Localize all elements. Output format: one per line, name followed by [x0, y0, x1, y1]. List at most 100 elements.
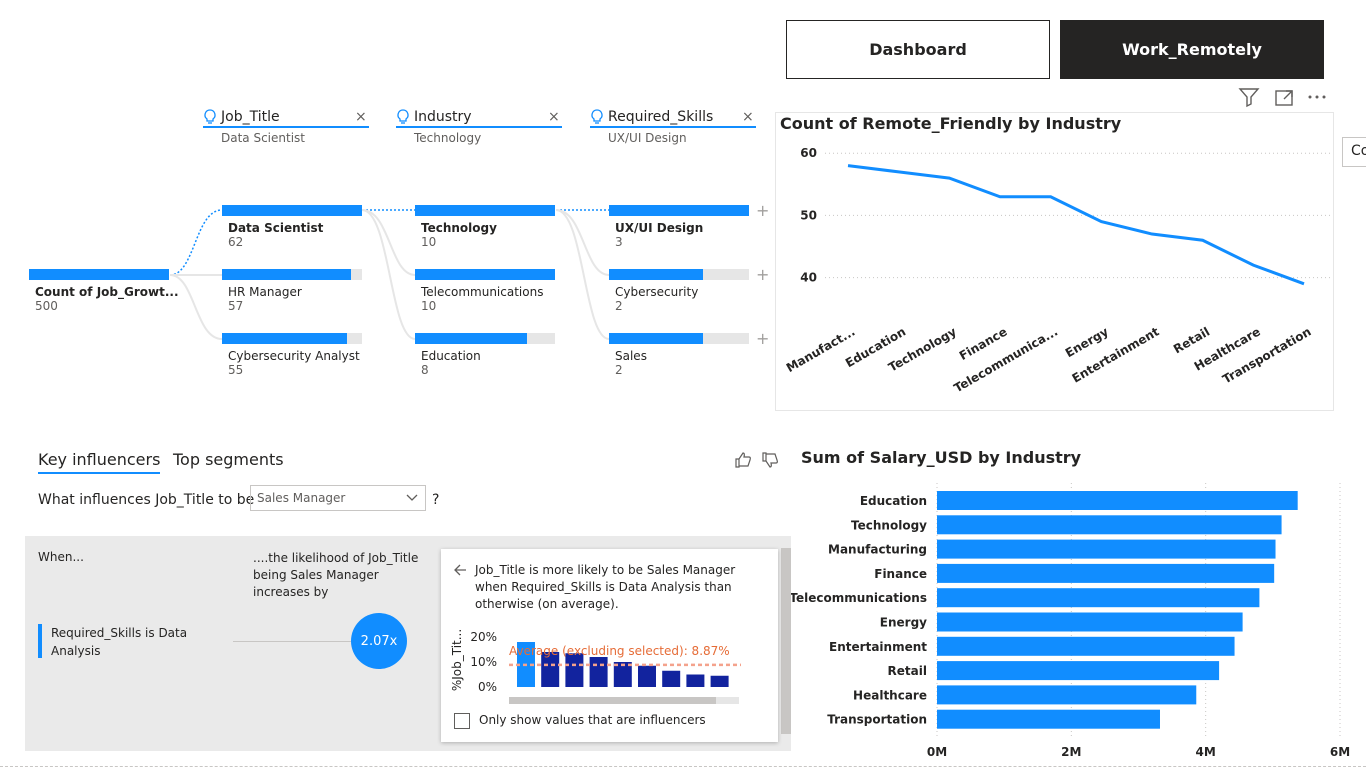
- mini-bar[interactable]: [710, 675, 729, 687]
- ki-detail-text: Job_Title is more likely to be Sales Man…: [475, 563, 736, 611]
- filter-icon[interactable]: [1238, 86, 1260, 108]
- ki-likelihood-label: ....the likelihood of Job_Title being Sa…: [253, 551, 419, 599]
- mini-bar[interactable]: [686, 674, 705, 688]
- bar[interactable]: [937, 612, 1243, 632]
- work-remotely-button[interactable]: Work_Remotely: [1060, 20, 1324, 79]
- x-tick-label: Retail: [1171, 324, 1212, 356]
- bar[interactable]: [937, 515, 1282, 535]
- expand-plus-icon[interactable]: +: [756, 201, 770, 220]
- y-tick-label: Healthcare: [853, 688, 927, 702]
- bar[interactable]: [937, 636, 1235, 656]
- thumbs-up-icon[interactable]: [733, 450, 753, 470]
- lightbulb-icon: [203, 108, 221, 126]
- bar[interactable]: [937, 539, 1276, 559]
- mini-bar[interactable]: [541, 652, 560, 687]
- dt-level-title: Required_Skills: [608, 109, 714, 125]
- dt-root-label: Count of Job_Growt...: [35, 285, 179, 299]
- close-icon[interactable]: ×: [742, 109, 754, 125]
- dt-node-label: Sales: [615, 349, 647, 363]
- bar[interactable]: [937, 709, 1160, 729]
- dashboard-button[interactable]: Dashboard: [786, 20, 1050, 79]
- ki-question-mark: ?: [432, 492, 440, 508]
- dt-node-bar: [415, 269, 555, 280]
- ki-target-dropdown[interactable]: Sales Manager: [250, 485, 426, 511]
- x-tick-label: 0M: [927, 745, 947, 759]
- y-tick-label: Entertainment: [829, 640, 927, 654]
- page-divider: [0, 766, 1366, 767]
- dt-node-skill[interactable]: UX/UI Design 3: [609, 205, 749, 249]
- dt-node-label: HR Manager: [228, 285, 302, 299]
- mini-bar[interactable]: [638, 665, 656, 687]
- bar[interactable]: [937, 563, 1275, 583]
- bar[interactable]: [937, 685, 1197, 705]
- dt-level-title: Job_Title: [221, 109, 280, 125]
- focus-mode-icon[interactable]: [1273, 86, 1295, 108]
- dt-node-label: UX/UI Design: [615, 221, 704, 235]
- dt-node-industry[interactable]: Technology 10: [415, 205, 555, 249]
- mini-bar[interactable]: [662, 670, 681, 687]
- dt-node-value: 10: [421, 299, 437, 313]
- ki-when-label: When...: [38, 550, 84, 564]
- bar-chart[interactable]: 0M 2M 4M 6M Education Technology Manufacturing…: [780, 478, 1366, 763]
- dt-node-bar: [609, 269, 703, 280]
- y-tick-label: Retail: [888, 664, 927, 678]
- y-tick-label: Energy: [880, 616, 927, 630]
- dt-node-bar: [222, 269, 351, 280]
- expand-plus-icon[interactable]: +: [756, 265, 770, 284]
- chevron-down-icon: [405, 490, 419, 507]
- expand-plus-icon[interactable]: +: [756, 329, 770, 348]
- tab-key-influencers[interactable]: Key influencers: [38, 450, 161, 474]
- dt-root-node[interactable]: Count of Job_Growt... 500: [29, 269, 179, 313]
- bar[interactable]: [937, 491, 1298, 510]
- ki-multiplier-bubble[interactable]: 2.07x: [351, 613, 407, 669]
- line-series[interactable]: [847, 164, 1305, 286]
- dt-node-skill[interactable]: Cybersecurity 2: [609, 269, 749, 313]
- ki-connector-line: [233, 641, 351, 642]
- ki-influencer-marker: [38, 624, 42, 658]
- dt-node-value: 8: [421, 363, 429, 377]
- lightbulb-icon: [396, 108, 414, 126]
- mini-bar[interactable]: [613, 662, 632, 687]
- tooltip-fragment: Co: [1342, 137, 1366, 167]
- y-tick-label: 60: [800, 146, 817, 160]
- y-tick-label: Finance: [874, 567, 927, 581]
- ki-influencer-label[interactable]: Required_Skills is Data Analysis: [51, 626, 188, 658]
- line-chart-title: Count of Remote_Friendly by Industry: [780, 114, 1122, 133]
- close-icon[interactable]: ×: [355, 109, 367, 125]
- tab-top-segments[interactable]: Top segments: [173, 450, 284, 469]
- bar-chart-title: Sum of Salary_USD by Industry: [801, 448, 1082, 467]
- mini-bar[interactable]: [589, 657, 608, 687]
- influencers-only-label: Only show values that are influencers: [479, 713, 706, 727]
- ki-scrollbar[interactable]: [781, 548, 791, 734]
- close-icon[interactable]: ×: [548, 109, 560, 125]
- mini-bar[interactable]: [565, 653, 584, 687]
- bar[interactable]: [937, 661, 1220, 681]
- mini-scrollbar-thumb[interactable]: [509, 697, 716, 704]
- x-tick-label: 2M: [1061, 745, 1081, 759]
- dt-node-skill[interactable]: Sales 2: [609, 333, 749, 377]
- y-tick-label: Manufacturing: [828, 543, 927, 557]
- dt-node-job-title[interactable]: HR Manager 57: [222, 269, 362, 313]
- more-options-icon[interactable]: [1306, 86, 1328, 108]
- dt-node-industry[interactable]: Telecommunications 10: [415, 269, 555, 313]
- dt-node-bar: [609, 333, 703, 344]
- dt-level-selected: Technology: [414, 131, 482, 145]
- line-chart[interactable]: 605040Manufact...EducationTechnologyFina…: [775, 112, 1334, 411]
- dt-node-value: 10: [421, 235, 437, 249]
- dt-node-industry[interactable]: Education 8: [415, 333, 555, 377]
- influencers-only-checkbox[interactable]: [454, 713, 470, 729]
- bar[interactable]: [937, 588, 1260, 608]
- dt-connectors: [169, 209, 610, 340]
- ki-detail-card: [441, 549, 778, 742]
- dt-node-value: 62: [228, 235, 244, 249]
- back-arrow-icon[interactable]: [452, 562, 468, 582]
- dt-node-job-title[interactable]: Cybersecurity Analyst 55: [222, 333, 362, 377]
- dt-node-job-title[interactable]: Data Scientist 62: [222, 205, 362, 249]
- dt-node-bar: [415, 333, 527, 344]
- dt-header-job-title: Job_Title × Data Scientist: [203, 108, 369, 145]
- ki-mini-chart[interactable]: %Job_Tit... 20% 10% 0% Average (excluding se…: [441, 620, 778, 710]
- thumbs-down-icon[interactable]: [760, 450, 780, 470]
- x-tick-label: Transportation: [1220, 324, 1313, 386]
- x-tick-label: Entertainment: [1070, 324, 1162, 385]
- y-tick-label: 50: [800, 208, 817, 222]
